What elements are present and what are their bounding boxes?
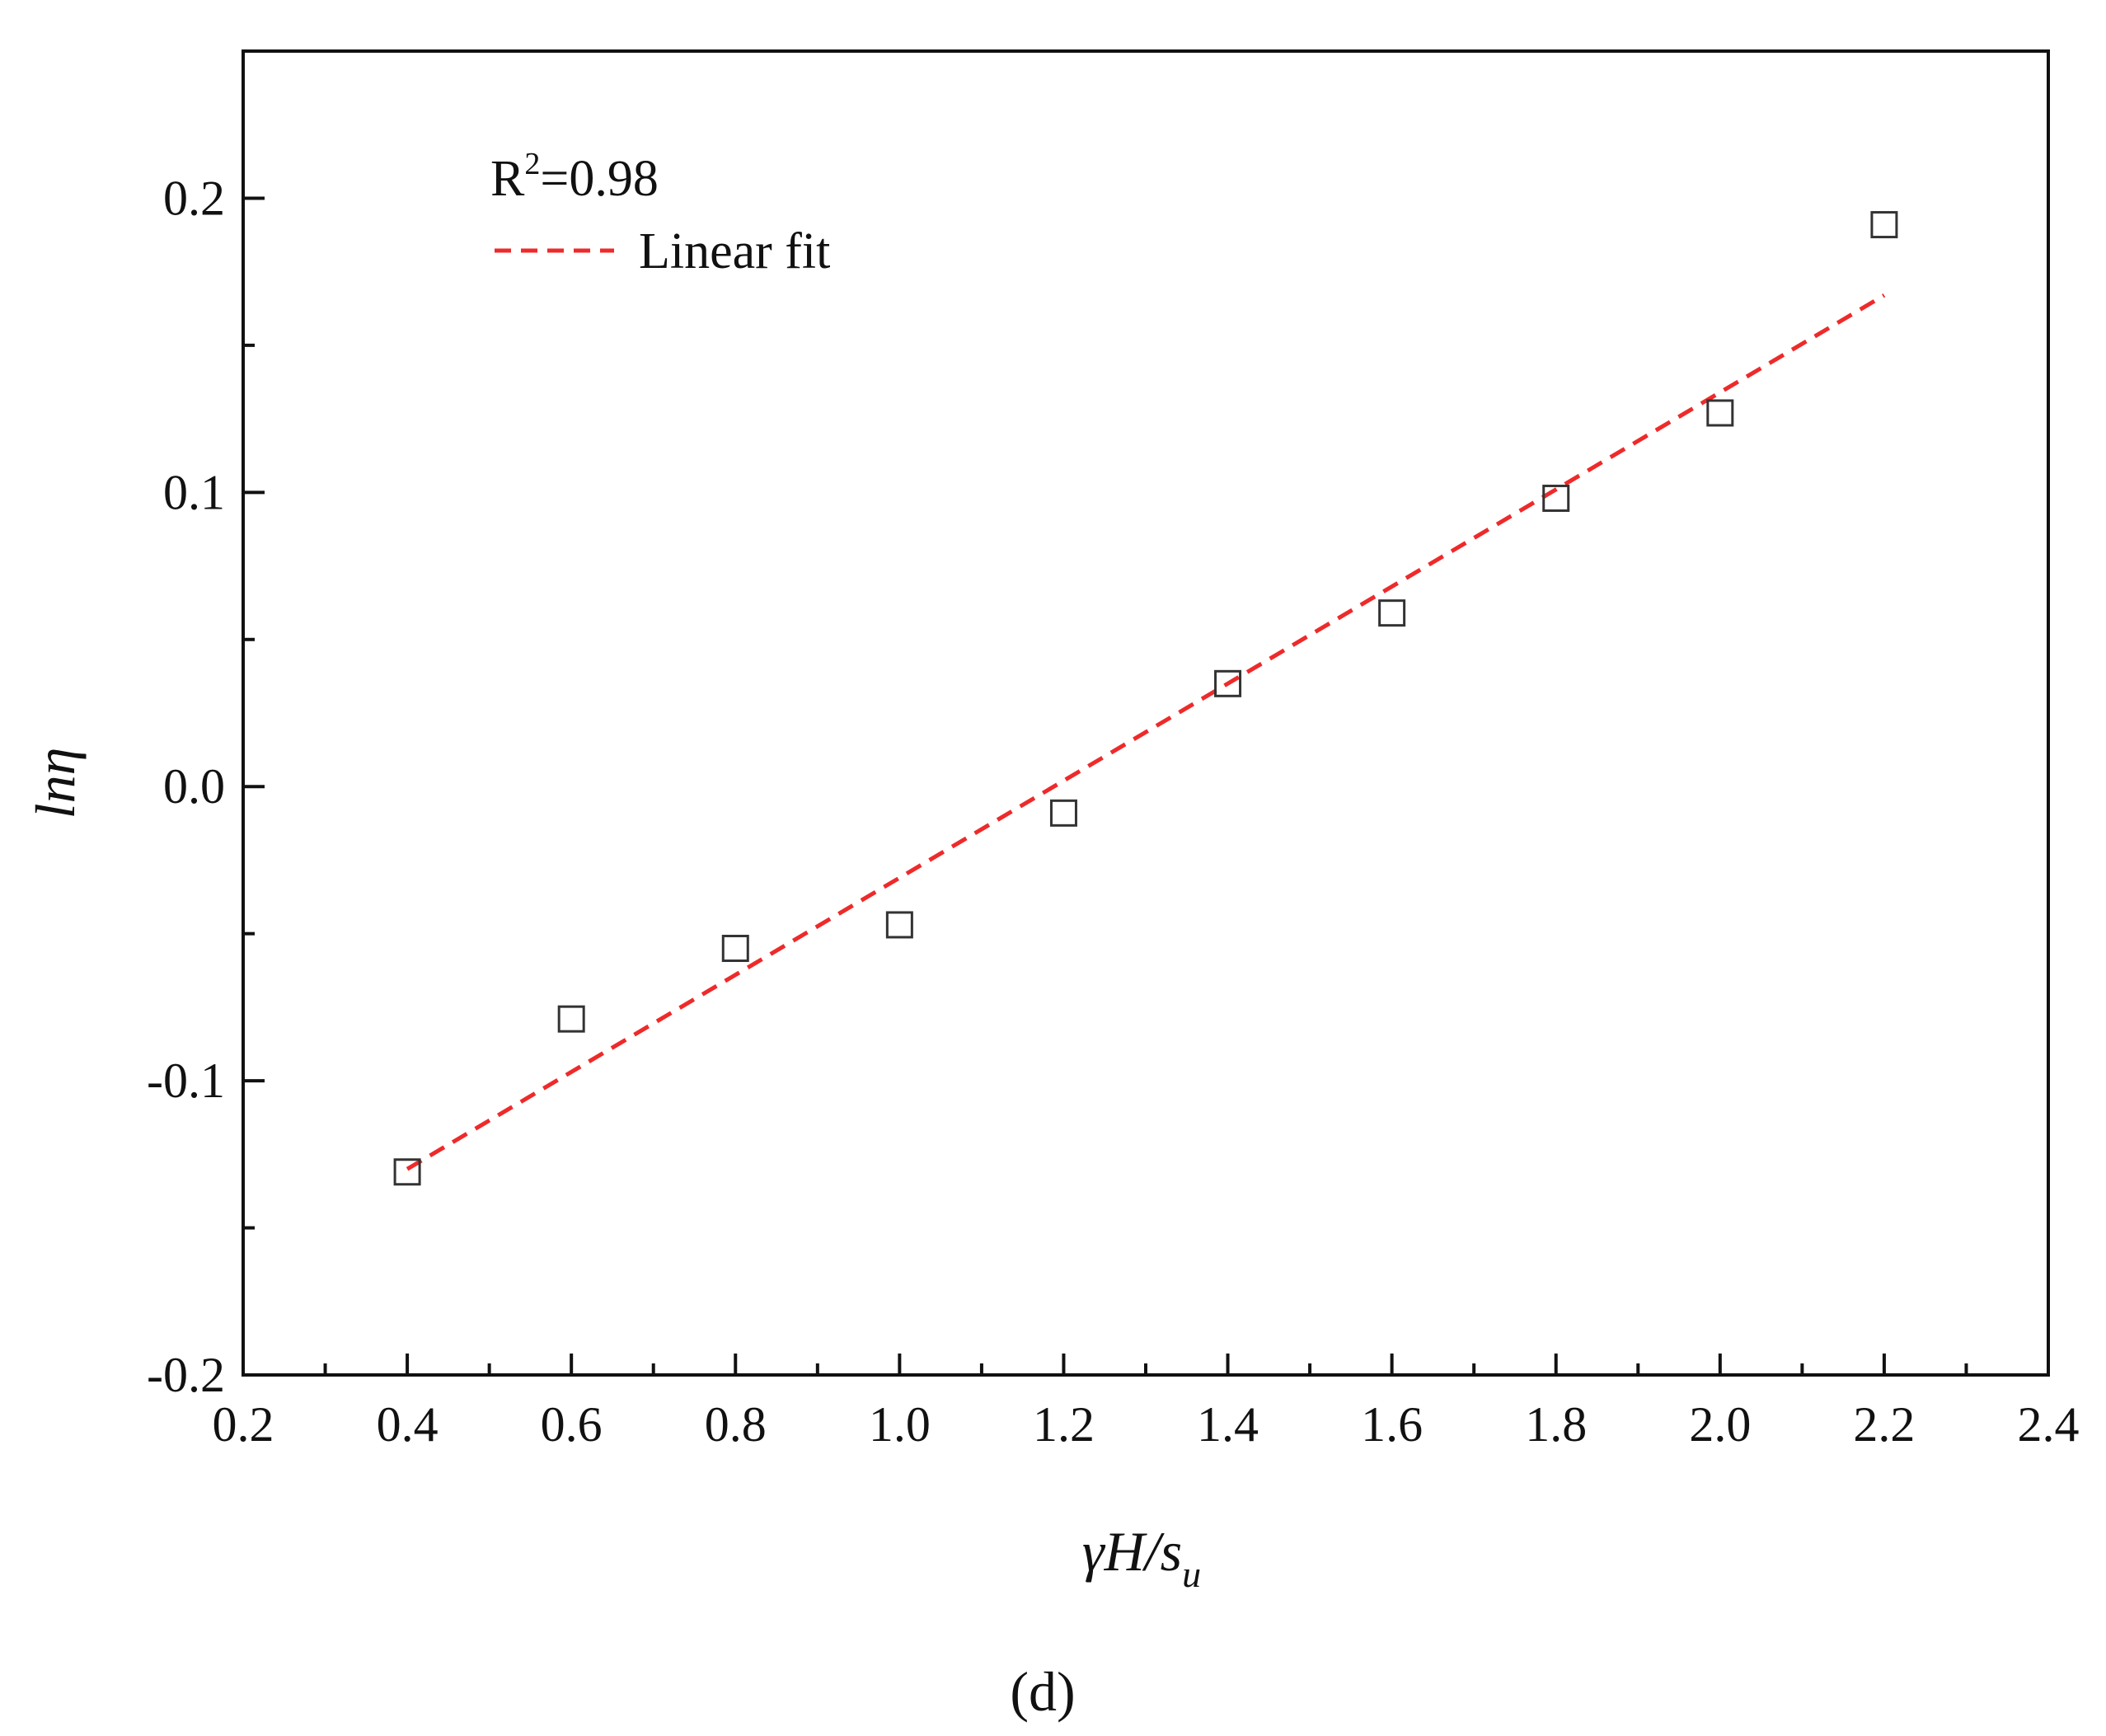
- data-point: [557, 1005, 585, 1033]
- data-points: [393, 211, 1898, 1186]
- x-title-base: γH/s: [1082, 1520, 1182, 1583]
- x-tick-label: 0.6: [541, 1397, 603, 1452]
- x-tick-label: 1.0: [869, 1397, 931, 1452]
- data-point: [1214, 669, 1242, 697]
- panel-label: (d): [1010, 1660, 1075, 1723]
- data-point: [721, 935, 749, 963]
- y-axis-tick-labels: -0.2 -0.1 0.0 0.1 0.2: [147, 171, 225, 1402]
- data-point: [1542, 484, 1570, 512]
- y-axis-title: lnη: [24, 748, 87, 819]
- x-axis-tick-labels: 0.2 0.4 0.6 0.8 1.0 1.2 1.4 1.6 1.8 2.0 2.2 2.4: [213, 1397, 2080, 1452]
- y-axis-ticks: [243, 196, 265, 1377]
- x-tick-label: 2.0: [1689, 1397, 1751, 1452]
- plot-frame: [242, 49, 2050, 1377]
- legend-fit-label: Linear fit: [639, 223, 830, 279]
- x-tick-label: 2.2: [1853, 1397, 1915, 1452]
- x-axis-title: γH/su: [1082, 1520, 1201, 1595]
- data-point: [885, 911, 913, 939]
- data-point: [1049, 799, 1077, 827]
- x-tick-label: 1.4: [1197, 1397, 1259, 1452]
- data-point: [393, 1158, 421, 1186]
- y-tick-label: -0.2: [147, 1348, 225, 1402]
- x-tick-label: 2.4: [2018, 1397, 2080, 1452]
- y-tick-label: 0.1: [163, 465, 225, 519]
- r2-rest: =0.98: [540, 151, 658, 207]
- x-tick-label: 0.4: [377, 1397, 439, 1452]
- legend-r2-text: R2=0.98: [490, 147, 659, 207]
- data-point: [1706, 399, 1734, 427]
- x-tick-label: 0.2: [213, 1397, 274, 1452]
- x-tick-label: 1.2: [1033, 1397, 1095, 1452]
- y-tick-label: -0.1: [147, 1053, 225, 1108]
- x-tick-label: 1.6: [1361, 1397, 1423, 1452]
- r2-base: R: [490, 151, 525, 207]
- data-point: [1378, 599, 1406, 627]
- y-tick-label: 0.2: [163, 171, 225, 225]
- x-tick-label: 0.8: [705, 1397, 767, 1452]
- data-point: [1870, 211, 1898, 239]
- linear-fit-line: [406, 293, 1886, 1171]
- x-axis-ticks: [242, 1354, 2050, 1375]
- x-title-sub: u: [1182, 1553, 1201, 1595]
- x-tick-label: 1.8: [1525, 1397, 1587, 1452]
- r2-sup: 2: [524, 147, 540, 181]
- y-tick-label: 0.0: [163, 759, 225, 814]
